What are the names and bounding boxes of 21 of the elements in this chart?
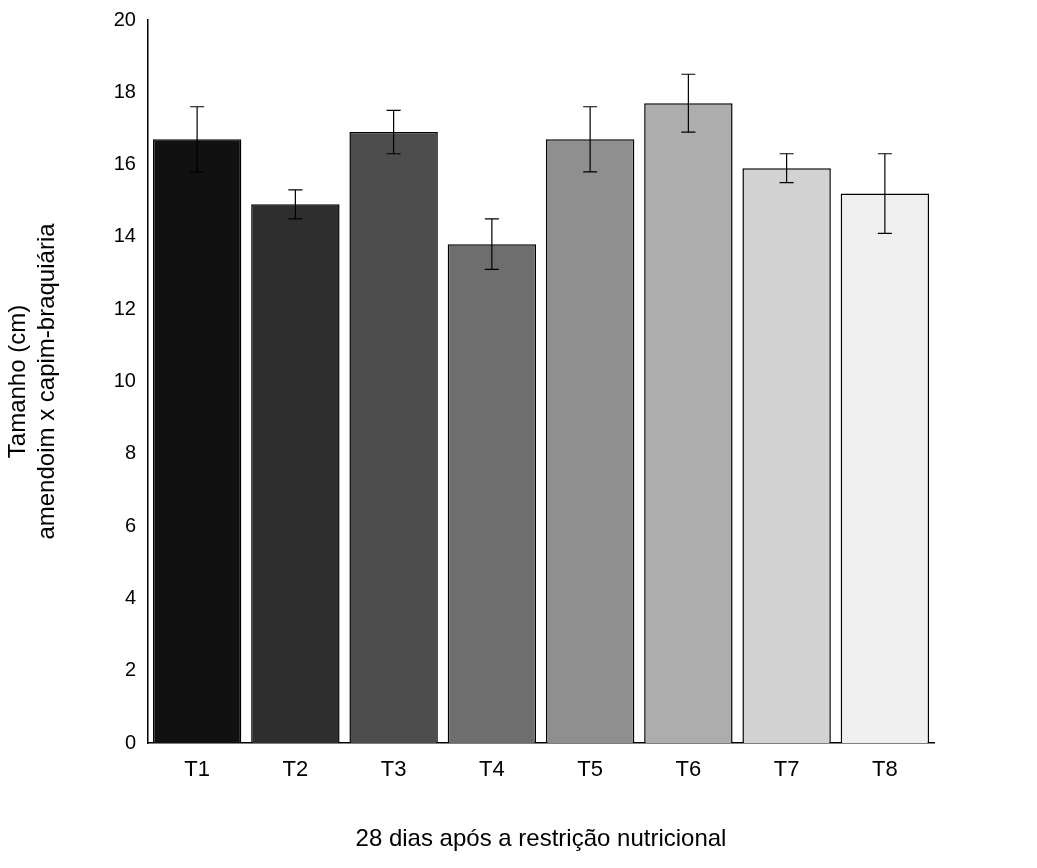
x-tick-label: T2 xyxy=(282,756,309,782)
y-tick-label: 6 xyxy=(124,513,136,536)
x-axis-title: 28 dias após a restrição nutricional xyxy=(355,824,727,852)
y-axis-title: Tamanho (cm) amendoim x capim-braquiária xyxy=(3,222,59,540)
x-tick-label: T6 xyxy=(675,756,702,782)
x-tick-label: T4 xyxy=(479,756,505,782)
y-tick-label: 18 xyxy=(113,79,136,102)
y-tick-label: 2 xyxy=(124,658,136,681)
x-tick-label: T3 xyxy=(380,756,407,782)
y-tick-label: 10 xyxy=(113,369,136,392)
y-tick-label: 20 xyxy=(113,7,136,30)
x-tick-label: T5 xyxy=(577,756,603,782)
y-tick-label: 12 xyxy=(113,296,136,319)
y-tick-label: 0 xyxy=(124,730,136,753)
x-tick-label: T1 xyxy=(184,756,210,782)
y-tick-label: 4 xyxy=(124,585,136,608)
y-tick-label: 14 xyxy=(113,224,136,247)
y-tick-label: 8 xyxy=(124,441,136,464)
y-tick-label: 16 xyxy=(113,152,136,175)
x-tick-label: T8 xyxy=(872,756,898,782)
x-tick-label: T7 xyxy=(773,756,800,782)
